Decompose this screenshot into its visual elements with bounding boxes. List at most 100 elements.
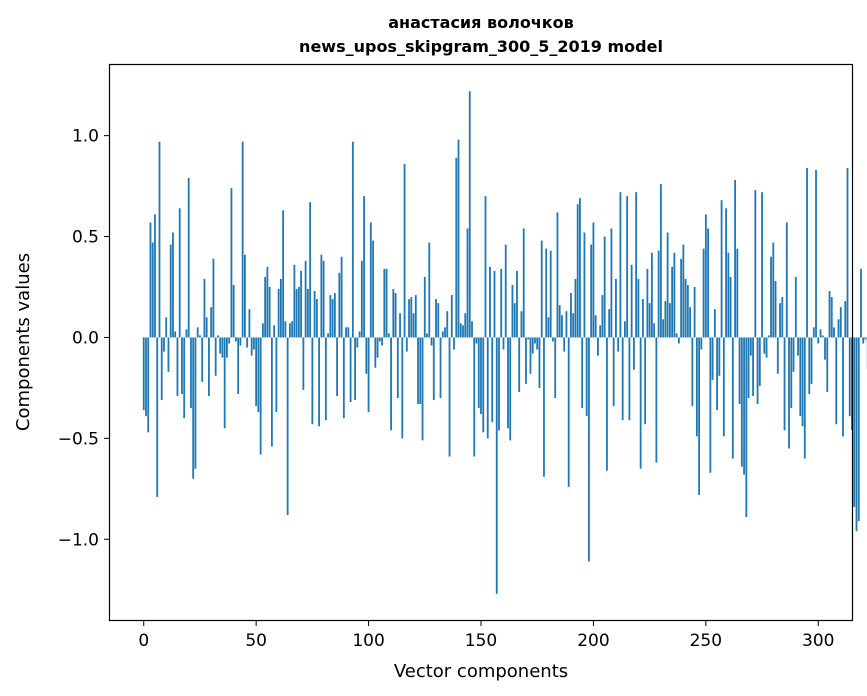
bar-44 <box>241 141 244 338</box>
bar-52 <box>259 337 262 455</box>
x-axis-label: Vector components <box>394 661 568 682</box>
bar-239 <box>680 258 683 338</box>
y-tick-label: 0.5 <box>72 228 99 248</box>
bar-24 <box>196 327 199 338</box>
bar-238 <box>677 337 680 344</box>
bar-67 <box>293 264 296 338</box>
bar-144 <box>466 228 469 338</box>
bar-51 <box>257 337 260 413</box>
bar-155 <box>491 337 494 423</box>
bar-121 <box>414 295 417 338</box>
bar-195 <box>581 337 584 409</box>
bar-46 <box>246 337 249 348</box>
bar-18 <box>183 337 186 419</box>
bar-129 <box>432 337 435 401</box>
bar-33 <box>217 335 219 338</box>
bar-314 <box>848 337 851 417</box>
x-tick-label: 100 <box>352 631 384 651</box>
bar-304 <box>826 337 829 392</box>
bar-192 <box>574 278 577 338</box>
bar-185 <box>558 305 561 338</box>
bar-38 <box>228 337 231 344</box>
bar-58 <box>273 325 276 338</box>
bar-206 <box>606 337 608 471</box>
bar-136 <box>448 337 451 457</box>
bar-131 <box>437 303 440 338</box>
y-tick-label: 0.0 <box>72 328 99 348</box>
bar-210 <box>615 278 617 338</box>
bar-87 <box>338 272 341 338</box>
bar-270 <box>749 337 752 356</box>
bar-291 <box>797 337 799 356</box>
bar-107 <box>383 268 386 338</box>
bar-285 <box>783 337 786 431</box>
bar-179 <box>545 248 548 338</box>
bar-73 <box>306 289 309 338</box>
bar-236 <box>673 252 676 338</box>
bar-53 <box>262 323 264 338</box>
bar-187 <box>563 337 566 352</box>
bar-150 <box>480 337 482 415</box>
y-tick-label: −1.0 <box>58 530 99 550</box>
bar-138 <box>453 337 455 350</box>
bar-96 <box>358 331 361 338</box>
bar-207 <box>608 309 611 338</box>
y-tick-label: −0.5 <box>58 429 99 449</box>
bar-290 <box>794 276 797 338</box>
bar-227 <box>653 323 656 338</box>
x-tick-label: 250 <box>690 631 722 651</box>
bar-213 <box>621 337 624 421</box>
bar-108 <box>385 268 388 338</box>
chart-subtitle: news_upos_skipgram_300_5_2019 model <box>299 37 663 56</box>
bar-32 <box>214 337 217 376</box>
bar-198 <box>588 337 590 562</box>
bar-258 <box>722 337 725 437</box>
bar-126 <box>426 333 428 338</box>
bar-263 <box>734 180 736 338</box>
bar-4 <box>151 242 154 338</box>
bar-48 <box>250 337 253 356</box>
bar-50 <box>255 337 258 407</box>
bar-84 <box>331 299 334 338</box>
bar-83 <box>329 295 332 338</box>
bar-175 <box>536 337 539 350</box>
bar-320 <box>862 337 865 344</box>
bar-88 <box>340 256 343 338</box>
bar-2 <box>147 337 150 433</box>
bar-28 <box>205 317 208 338</box>
bar-224 <box>646 268 649 338</box>
bar-188 <box>565 311 568 338</box>
bar-298 <box>812 327 815 338</box>
bar-61 <box>279 278 282 338</box>
bar-163 <box>509 337 512 441</box>
y-axis-ticks: −1.0 −0.5 0.0 0.5 1.0 <box>58 127 110 550</box>
bar-252 <box>709 337 712 473</box>
bar-111 <box>392 289 395 338</box>
bar-99 <box>365 337 368 374</box>
bar-127 <box>428 242 431 338</box>
bar-141 <box>459 323 462 338</box>
bar-95 <box>356 337 359 348</box>
bar-47 <box>248 309 251 338</box>
bar-295 <box>806 167 808 338</box>
bar-27 <box>203 278 206 338</box>
bar-170 <box>525 337 527 384</box>
bar-226 <box>650 252 653 338</box>
bar-156 <box>493 270 496 338</box>
bar-241 <box>684 278 687 338</box>
bar-200 <box>592 222 595 338</box>
y-axis-label: Components values <box>13 253 34 431</box>
bar-222 <box>641 299 644 338</box>
bar-30 <box>210 307 213 338</box>
bar-29 <box>208 337 210 396</box>
bar-7 <box>158 141 161 338</box>
bar-20 <box>187 178 190 338</box>
bar-244 <box>691 337 694 407</box>
bar-19 <box>185 329 188 338</box>
bar-208 <box>610 228 613 338</box>
bar-256 <box>718 337 721 376</box>
bar-228 <box>655 337 658 463</box>
y-tick-label: 1.0 <box>72 127 99 147</box>
bar-63 <box>284 321 287 338</box>
bar-102 <box>372 240 374 338</box>
